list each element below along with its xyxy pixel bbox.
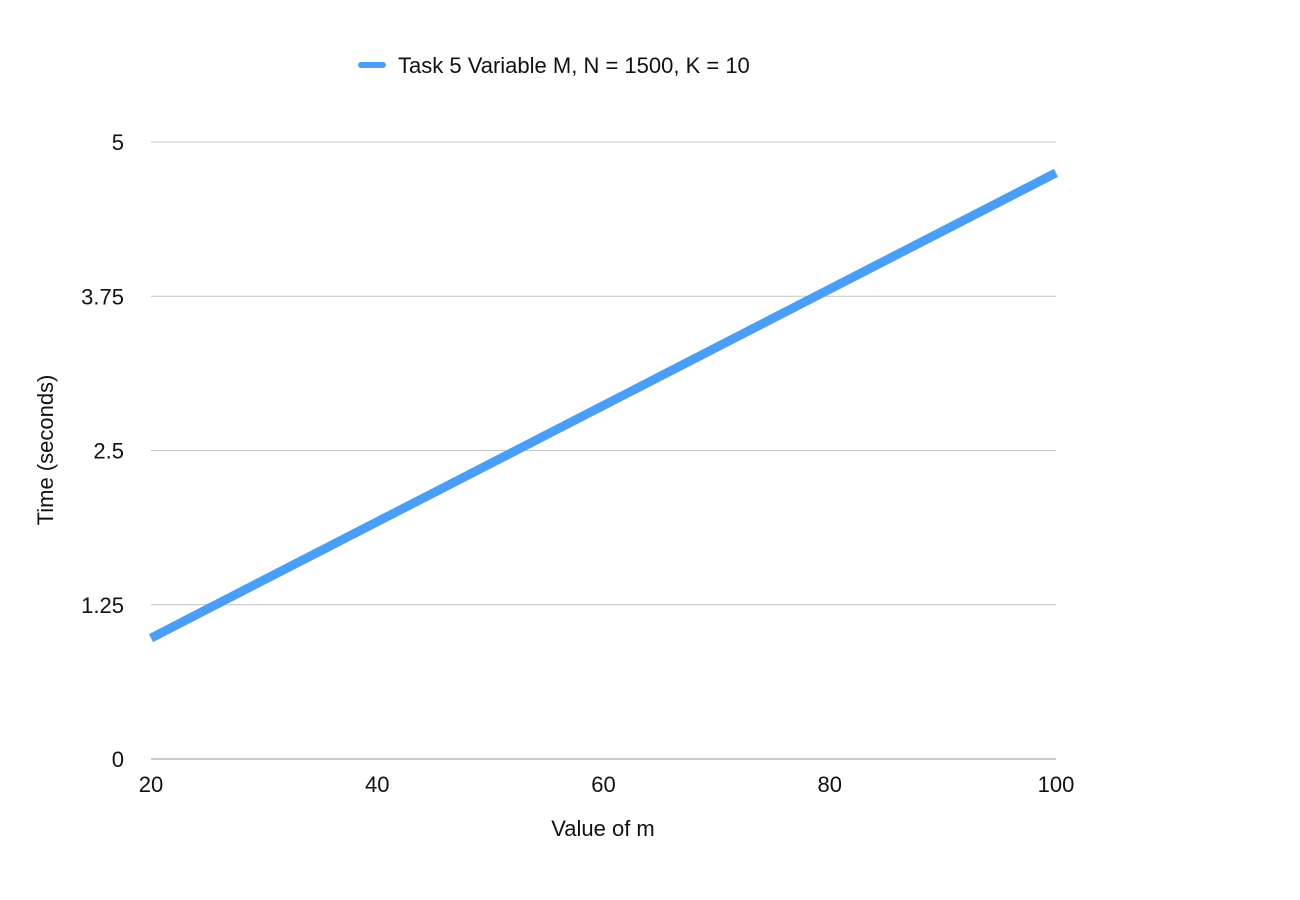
y-tick-label: 1.25	[81, 593, 124, 618]
y-tick-label: 5	[112, 130, 124, 155]
x-tick-label: 20	[139, 772, 163, 797]
legend-label-series-1: Task 5 Variable M, N = 1500, K = 10	[398, 53, 750, 78]
y-tick-label: 3.75	[81, 284, 124, 309]
legend: Task 5 Variable M, N = 1500, K = 10	[358, 53, 750, 78]
x-tick-label: 60	[591, 772, 615, 797]
x-tick-labels: 20 40 60 80 100	[139, 772, 1075, 797]
x-tick-label: 100	[1038, 772, 1075, 797]
y-tick-labels: 0 1.25 2.5 3.75 5	[81, 130, 124, 772]
x-tick-label: 80	[818, 772, 842, 797]
series-lines	[148, 168, 1059, 643]
y-axis-title: Time (seconds)	[33, 375, 58, 526]
x-tick-label: 40	[365, 772, 389, 797]
y-tick-label: 0	[112, 747, 124, 772]
y-tick-label: 2.5	[93, 439, 124, 464]
series-line-1	[148, 168, 1059, 643]
x-axis-title: Value of m	[551, 816, 655, 841]
gridlines	[151, 141, 1056, 760]
